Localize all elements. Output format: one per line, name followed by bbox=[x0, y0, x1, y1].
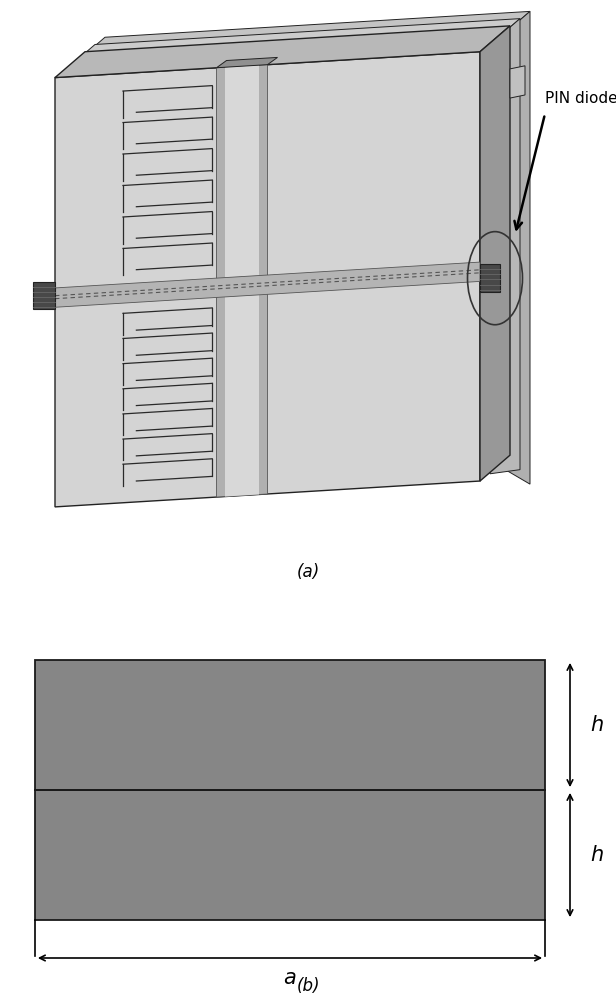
Bar bbox=[480, 264, 500, 292]
Text: h: h bbox=[590, 715, 604, 735]
Bar bbox=[35, 790, 545, 920]
Polygon shape bbox=[55, 262, 480, 307]
Text: a: a bbox=[283, 968, 296, 988]
Text: (b): (b) bbox=[296, 977, 320, 995]
Polygon shape bbox=[225, 295, 259, 497]
Polygon shape bbox=[510, 66, 525, 98]
Polygon shape bbox=[216, 65, 267, 497]
Bar bbox=[33, 282, 55, 309]
Polygon shape bbox=[75, 11, 530, 63]
Polygon shape bbox=[480, 26, 510, 481]
Text: h: h bbox=[590, 845, 604, 865]
Polygon shape bbox=[225, 65, 259, 278]
Polygon shape bbox=[55, 52, 480, 507]
Text: PIN diode: PIN diode bbox=[545, 91, 616, 106]
Polygon shape bbox=[216, 57, 277, 68]
Polygon shape bbox=[490, 19, 520, 474]
Polygon shape bbox=[65, 19, 520, 70]
Text: (a): (a) bbox=[296, 563, 320, 581]
Polygon shape bbox=[55, 26, 510, 78]
Bar bbox=[35, 660, 545, 790]
Polygon shape bbox=[500, 11, 530, 484]
